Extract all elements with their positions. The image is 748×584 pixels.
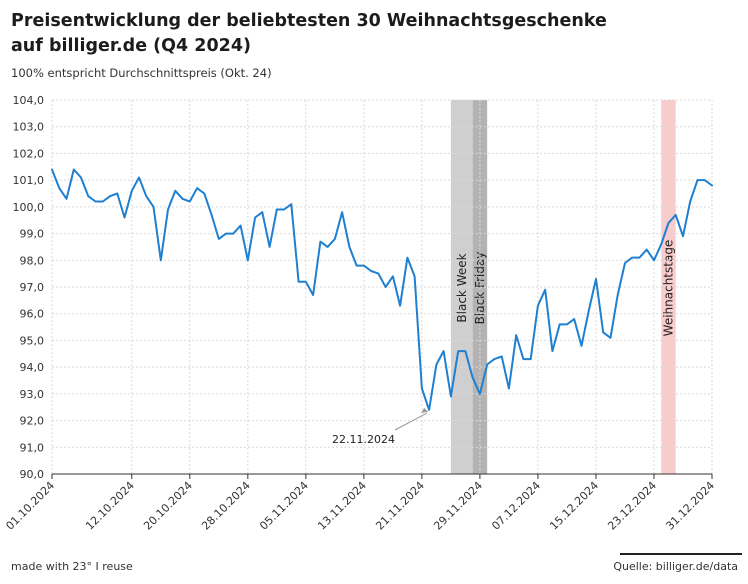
y-tick-label: 102,0 [13, 147, 45, 160]
annotation-label: 22.11.2024 [332, 433, 395, 446]
x-tick-label: 21.11.2024 [373, 479, 427, 533]
series-layer [51, 168, 713, 411]
y-tick-label: 91,0 [20, 441, 45, 454]
band-label-2: Weihnachtstage [661, 240, 675, 337]
x-tick-label: 01.10.2024 [3, 479, 57, 533]
y-tick-label: 94,0 [20, 361, 45, 374]
annotation-arrowhead [421, 407, 429, 413]
x-tick-label: 13.11.2024 [315, 479, 369, 533]
chart-title: Preisentwicklung der beliebtesten 30 Wei… [11, 11, 607, 56]
y-tick-label: 100,0 [13, 201, 45, 214]
y-tick-label: 93,0 [20, 388, 45, 401]
x-tick-label: 28.10.2024 [199, 479, 253, 533]
x-tick-label: 20.10.2024 [141, 479, 195, 533]
source-text: Quelle: billiger.de/data [613, 560, 738, 573]
grid-lines [51, 99, 713, 475]
y-tick-label: 96,0 [20, 308, 45, 321]
annotations: 22.11.2024 [332, 407, 429, 446]
x-tick-label: 07.12.2024 [489, 479, 543, 533]
y-tick-label: 101,0 [13, 174, 45, 187]
x-tick-label: 31.12.2024 [663, 479, 717, 533]
y-tick-label: 103,0 [13, 121, 45, 134]
y-tick-label: 95,0 [20, 334, 45, 347]
y-tick-label: 92,0 [20, 415, 45, 428]
band-label-0: Black Week [455, 253, 469, 322]
y-tick-label: 90,0 [20, 468, 45, 481]
credit-text: made with 23° I reuse [11, 560, 133, 573]
x-tick-label: 23.12.2024 [605, 479, 659, 533]
price-series-line [51, 168, 713, 411]
x-tick-label: 15.12.2024 [547, 479, 601, 533]
x-tick-label: 05.11.2024 [257, 479, 311, 533]
chart-subtitle: 100% entspricht Durchschnittspreis (Okt.… [11, 66, 272, 80]
x-tick-label: 29.11.2024 [431, 479, 485, 533]
x-tick-label: 12.10.2024 [83, 479, 137, 533]
y-tick-label: 97,0 [20, 281, 45, 294]
y-tick-label: 98,0 [20, 254, 45, 267]
annotation-leader [394, 412, 428, 431]
y-tick-label: 99,0 [20, 228, 45, 241]
footer-rule [620, 553, 742, 555]
y-tick-label: 104,0 [13, 94, 45, 107]
